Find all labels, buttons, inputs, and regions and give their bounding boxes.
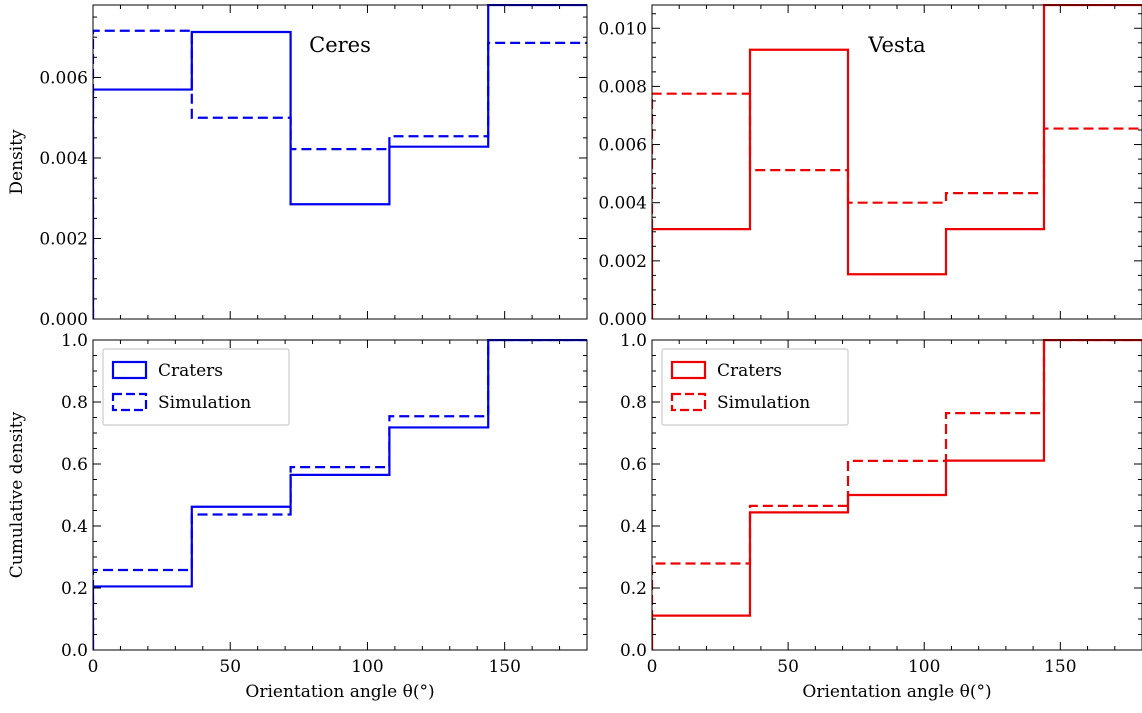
x-tick-label: 100 (908, 657, 940, 677)
series-line-simulation (93, 339, 587, 650)
x-tick-label: 100 (351, 657, 383, 677)
series-line-simulation (652, 339, 1142, 650)
series-group (652, 4, 1142, 319)
y-tick-label: 0.8 (620, 393, 647, 413)
series-group (652, 339, 1142, 650)
y-tick-label: 1.0 (61, 331, 88, 351)
panel-bottom-right: 0 50 100 150 0.0 0.2 0.4 0.6 0.8 1.0 Orientation a… (620, 331, 1142, 702)
y-tick-label: 0.6 (61, 455, 88, 475)
y-tick-label: 0.4 (620, 517, 647, 537)
series-group (93, 4, 587, 319)
legend: Craters Simulation (661, 348, 849, 426)
y-tick-label: 0.002 (39, 229, 88, 249)
y-tick-label: 0.4 (61, 517, 88, 537)
y-tick-label: 0.000 (598, 310, 647, 330)
x-tick-label: 50 (219, 657, 241, 677)
series-line-simulation (652, 92, 1142, 319)
x-tick-label: 0 (647, 657, 658, 677)
y-tick-label: 0.010 (598, 19, 647, 39)
y-tick-label: 0.002 (598, 252, 647, 272)
y-tick-label: 0.2 (620, 579, 647, 599)
y-tick-label: 0.8 (61, 393, 88, 413)
panel-top-left: 0.000 0.002 0.004 0.006 Ceres Density (7, 4, 588, 330)
panel-bottom-left: 0 50 100 150 0.0 0.2 0.4 0.6 0.8 1.0 Orientation a… (7, 331, 588, 702)
legend-box (661, 348, 849, 426)
x-tick-label: 0 (88, 657, 99, 677)
panel-title: Ceres (309, 33, 371, 57)
legend: Craters Simulation (102, 348, 290, 426)
legend-swatch-craters (670, 360, 707, 380)
legend-label: Simulation (158, 393, 251, 413)
legend-swatch-simulation (670, 392, 707, 412)
legend-label: Craters (158, 361, 223, 381)
y-tick-label: 0.006 (598, 136, 647, 156)
x-tick-label: 150 (488, 657, 520, 677)
y-tick-label: 0.004 (39, 149, 88, 169)
y-tick-label: 0.000 (39, 310, 88, 330)
y-tick-label: 0.004 (598, 194, 647, 214)
x-tick-label: 150 (1044, 657, 1076, 677)
y-axis-label: Cumulative density (7, 411, 27, 578)
legend-label: Simulation (717, 393, 810, 413)
y-axis-label: Density (7, 129, 27, 195)
y-tick-label: 0.0 (620, 641, 647, 661)
series-group (93, 339, 587, 650)
legend-label: Craters (717, 361, 782, 381)
y-tick-label: 0.6 (620, 455, 647, 475)
series-line-simulation (93, 29, 587, 319)
x-tick-label: 50 (777, 657, 799, 677)
legend-swatch-simulation (111, 392, 148, 412)
y-tick-label: 1.0 (620, 331, 647, 351)
y-tick-label: 0.0 (61, 641, 88, 661)
x-axis-label: Orientation angle θ(°) (802, 682, 991, 702)
legend-swatch-craters (111, 360, 148, 380)
x-axis-label: Orientation angle θ(°) (245, 682, 434, 702)
panel-top-right: 0.000 0.002 0.004 0.006 0.008 0.010 Vesta (598, 4, 1142, 330)
y-tick-label: 0.2 (61, 579, 88, 599)
y-tick-label: 0.008 (598, 77, 647, 97)
legend-box (102, 348, 290, 426)
y-tick-label: 0.006 (39, 68, 88, 88)
series-line-craters (93, 4, 587, 319)
panel-title: Vesta (867, 33, 925, 57)
